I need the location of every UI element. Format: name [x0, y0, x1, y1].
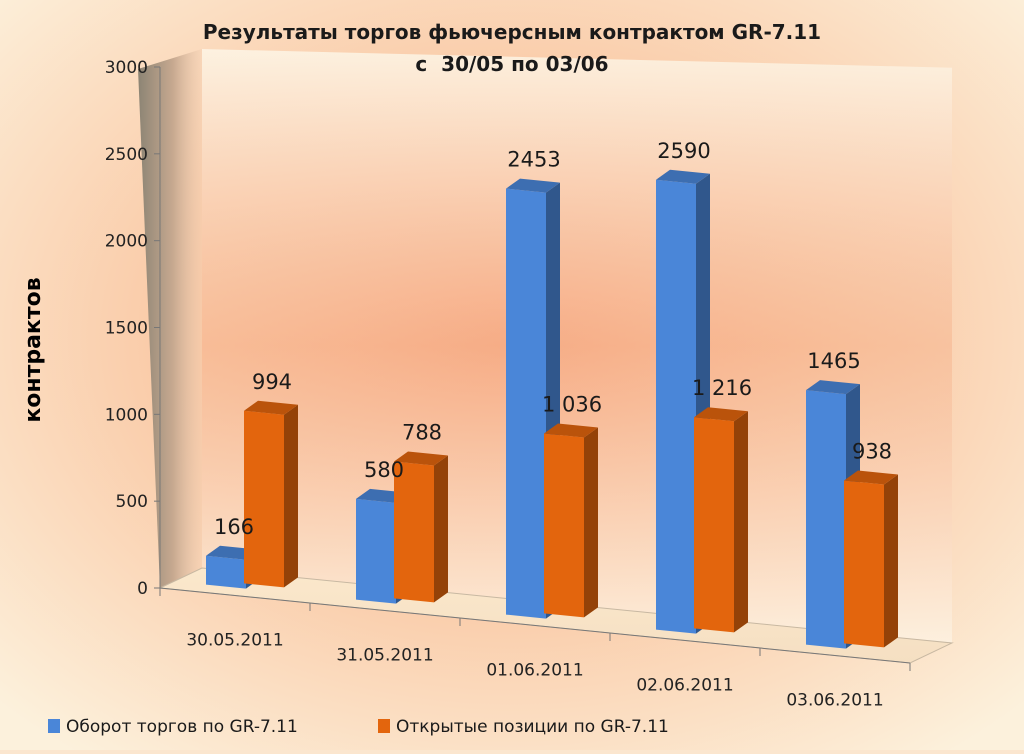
chart-subtitle: с 30/05 по 03/06 [415, 52, 608, 76]
x-tick-label: 30.05.2011 [186, 631, 283, 651]
bar-open-positions [244, 400, 298, 588]
y-tick-label: 1000 [105, 405, 148, 425]
x-tick-label: 31.05.2011 [336, 646, 433, 666]
legend-label-open-positions: Открытые позиции по GR-7.11 [396, 717, 669, 737]
legend-label-turnover: Оборот торгов по GR-7.11 [66, 717, 298, 737]
bar-front-face [844, 480, 884, 648]
x-axis-line [159, 587, 911, 664]
data-label: 580 [364, 458, 404, 482]
bar-open-positions [694, 407, 748, 633]
bar-front-face [506, 188, 546, 619]
bar-front-face [656, 179, 696, 634]
bar-open-positions [544, 423, 598, 618]
y-tick-label: 2500 [105, 145, 148, 165]
bar-front-face [206, 555, 246, 589]
y-tick-label: 500 [116, 492, 148, 512]
bar-open-positions [844, 470, 898, 648]
bar-top-face [544, 423, 598, 438]
bar-top-face [694, 407, 748, 422]
data-label: 2453 [507, 148, 560, 172]
y-axis-label: контрактов [21, 277, 46, 422]
bar-top-face [844, 470, 898, 485]
bar-front-face [356, 498, 396, 604]
legend-swatch-turnover [48, 719, 60, 733]
data-label: 2590 [657, 139, 710, 163]
bar-side-face [734, 411, 748, 633]
bar-top-face [506, 178, 560, 193]
bar-front-face [244, 410, 284, 588]
bar-front-face [394, 461, 434, 603]
bar-front-face [694, 417, 734, 633]
data-label: 1465 [807, 349, 860, 373]
bar-side-face [434, 455, 448, 603]
chart-title: Результаты торгов фьючерсным контрактом … [203, 20, 821, 44]
x-tick-label: 01.06.2011 [486, 661, 583, 681]
bar-front-face [544, 433, 584, 618]
legend: Оборот торгов по GR-7.11 Открытые позици… [48, 717, 669, 737]
data-label: 166 [214, 515, 254, 539]
y-tick-label: 3000 [105, 58, 148, 78]
x-tick-label: 03.06.2011 [786, 691, 883, 711]
y-tick-label: 2000 [105, 232, 148, 252]
data-label: 1 216 [692, 376, 752, 400]
data-label: 994 [252, 370, 292, 394]
bar-side-face [284, 404, 298, 588]
bar-top-face [656, 169, 710, 184]
data-label: 1 036 [542, 392, 602, 416]
data-label: 788 [402, 421, 442, 445]
chart-side-wall [138, 49, 202, 588]
x-tick-label: 02.06.2011 [636, 676, 733, 696]
bar-top-face [394, 451, 448, 466]
y-tick-label: 1500 [105, 319, 148, 339]
y-tick-label: 0 [137, 579, 148, 599]
bar-open-positions [394, 451, 448, 603]
legend-swatch-open-positions [378, 719, 390, 733]
bar-side-face [584, 427, 598, 618]
bar-top-face [244, 400, 298, 415]
bar-top-face [806, 380, 860, 395]
data-label: 938 [852, 440, 892, 464]
bar-front-face [806, 390, 846, 649]
bar-side-face [884, 474, 898, 648]
